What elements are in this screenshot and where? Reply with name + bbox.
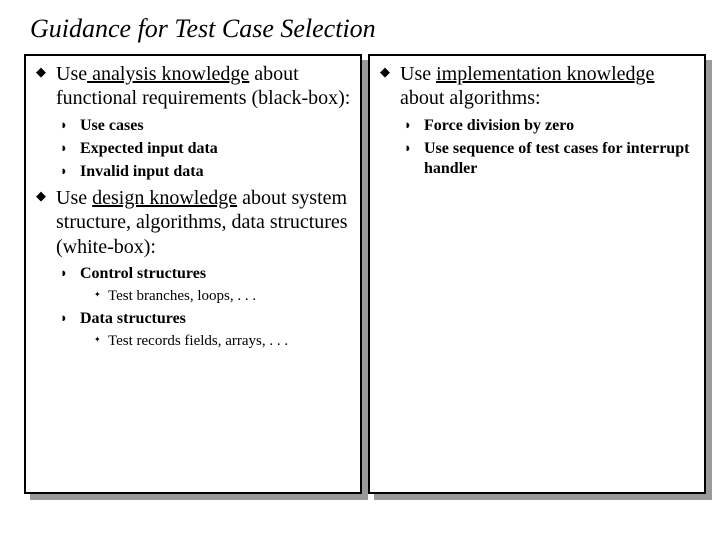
sub-bullet: Invalid input data <box>60 162 354 182</box>
text: Control structures <box>80 265 206 282</box>
text: about algorithms: <box>400 87 541 109</box>
bullet-design: Use design knowledge about system struct… <box>34 186 354 351</box>
subsub-bullet: Test branches, loops, . . . <box>94 287 354 306</box>
text: Use <box>56 187 92 209</box>
sub-bullet: Control structures Test branches, loops,… <box>60 264 354 306</box>
sub-bullet: Use sequence of test cases for interrupt… <box>404 139 698 179</box>
underlined-text: implementation knowledge <box>436 63 654 85</box>
left-panel: Use analysis knowledge about functional … <box>24 54 362 494</box>
sublist: Force division by zero Use sequence of t… <box>400 116 698 179</box>
underlined-text: analysis knowledge <box>87 63 249 85</box>
subsub-bullet: Test records fields, arrays, . . . <box>94 332 354 351</box>
left-panel-wrap: Use analysis knowledge about functional … <box>24 54 362 494</box>
bullet-analysis: Use analysis knowledge about functional … <box>34 62 354 182</box>
right-panel-wrap: Use implementation knowledge about algor… <box>368 54 706 494</box>
sub-bullet: Expected input data <box>60 139 354 159</box>
bullet-implementation: Use implementation knowledge about algor… <box>378 62 698 179</box>
subsublist: Test records fields, arrays, . . . <box>80 332 354 351</box>
underlined-text: design knowledge <box>92 187 237 209</box>
text: Use <box>56 63 87 85</box>
right-list: Use implementation knowledge about algor… <box>374 62 698 179</box>
subsublist: Test branches, loops, . . . <box>80 287 354 306</box>
sublist: Use cases Expected input data Invalid in… <box>56 116 354 182</box>
sub-bullet: Data structures Test records fields, arr… <box>60 309 354 351</box>
sub-bullet: Force division by zero <box>404 116 698 136</box>
slide-title: Guidance for Test Case Selection <box>30 14 706 44</box>
right-panel: Use implementation knowledge about algor… <box>368 54 706 494</box>
left-list: Use analysis knowledge about functional … <box>30 62 354 350</box>
text: Data structures <box>80 310 186 327</box>
slide: Guidance for Test Case Selection Use ana… <box>0 0 720 540</box>
sub-bullet: Use cases <box>60 116 354 136</box>
text: Use <box>400 63 436 85</box>
sublist: Control structures Test branches, loops,… <box>56 264 354 351</box>
columns: Use analysis knowledge about functional … <box>24 54 706 494</box>
